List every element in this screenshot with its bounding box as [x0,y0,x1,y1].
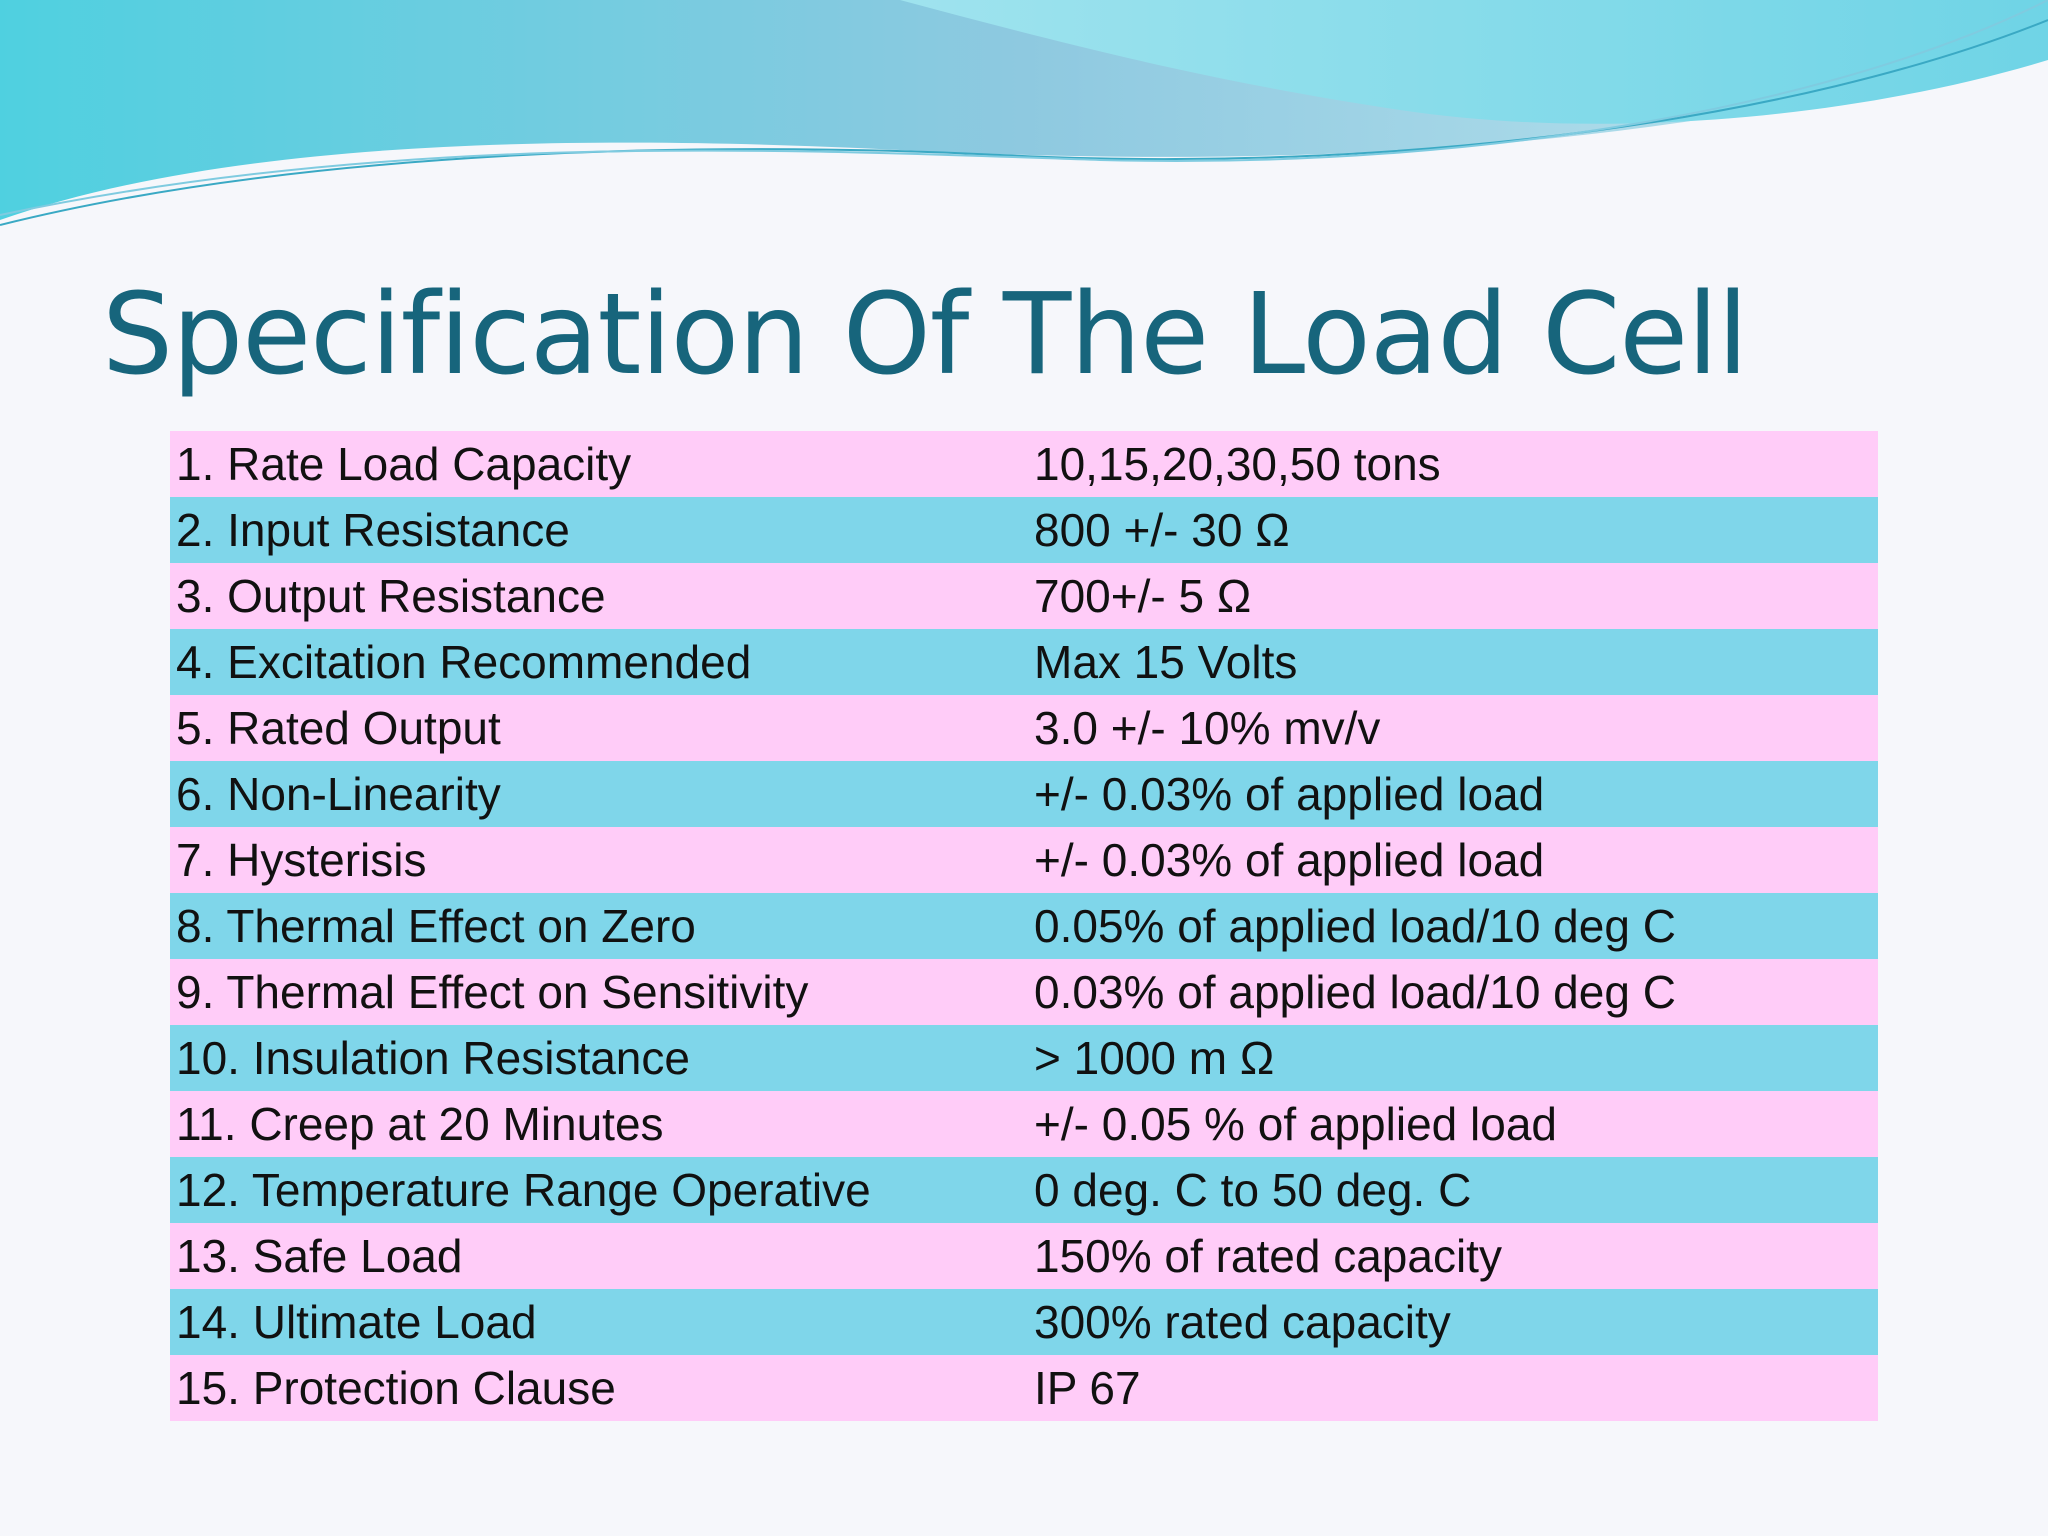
spec-name: 5. Rated Output [176,702,501,754]
spec-row: 2. Input Resistance 800 +/- 30 Ω [170,497,1878,563]
spec-row: 15. Protection Clause IP 67 [170,1355,1878,1421]
spec-name: 10. Insulation Resistance [176,1032,690,1084]
spec-value: +/- 0.05 % of applied load [1034,1098,1557,1150]
spec-row: 8. Thermal Effect on Zero 0.05% of applie… [170,893,1878,959]
spec-row: 7. Hysterisis +/- 0.03% of applied load [170,827,1878,893]
spec-name: 7. Hysterisis [176,834,427,886]
spec-name: 2. Input Resistance [176,504,570,556]
spec-value: +/- 0.03% of applied load [1034,834,1545,886]
spec-value: 0.05% of applied load/10 deg C [1034,900,1676,952]
spec-value: IP 67 [1034,1362,1141,1414]
spec-row: 10. Insulation Resistance > 1000 m Ω [170,1025,1878,1091]
wave-line [0,19,2048,226]
spec-name: 14. Ultimate Load [176,1296,537,1348]
spec-value: 10,15,20,30,50 tons [1034,438,1441,490]
spec-value: 800 +/- 30 Ω [1034,504,1290,556]
spec-value: 300% rated capacity [1034,1296,1451,1348]
spec-row: 4. Excitation Recommended Max 15 Volts [170,629,1878,695]
spec-row: 1. Rate Load Capacity 10,15,20,30,50 tons [170,431,1878,497]
spec-value: > 1000 m Ω [1034,1032,1275,1084]
spec-value: 0.03% of applied load/10 deg C [1034,966,1676,1018]
spec-name: 8. Thermal Effect on Zero [176,900,696,952]
spec-value: 0 deg. C to 50 deg. C [1034,1164,1472,1216]
spec-name: 3. Output Resistance [176,570,606,622]
wave-line [0,0,2048,216]
spec-name: 6. Non-Linearity [176,768,501,820]
spec-row: 5. Rated Output 3.0 +/- 10% mv/v [170,695,1878,761]
spec-name: 13. Safe Load [176,1230,463,1282]
spec-row: 12. Temperature Range Operative 0 deg. C … [170,1157,1878,1223]
spec-name: 9. Thermal Effect on Sensitivity [176,966,809,1018]
spec-value: +/- 0.03% of applied load [1034,768,1545,820]
spec-table: 1. Rate Load Capacity 10,15,20,30,50 tons… [170,431,1878,1421]
spec-row: 6. Non-Linearity +/- 0.03% of applied loa… [170,761,1878,827]
spec-value: Max 15 Volts [1034,636,1298,688]
spec-name: 15. Protection Clause [176,1362,616,1414]
slide-title: Specification Of The Load Cell [102,270,1748,400]
spec-value: 150% of rated capacity [1034,1230,1502,1282]
spec-row: 9. Thermal Effect on Sensitivity 0.03% of… [170,959,1878,1025]
spec-name: 1. Rate Load Capacity [176,438,632,490]
spec-row: 14. Ultimate Load 300% rated capacity [170,1289,1878,1355]
wave [900,0,2048,124]
spec-row: 13. Safe Load 150% of rated capacity [170,1223,1878,1289]
spec-name: 12. Temperature Range Operative [176,1164,871,1216]
spec-value: 700+/- 5 Ω [1034,570,1252,622]
header-waves [0,0,2048,226]
spec-row: 11. Creep at 20 Minutes +/- 0.05 % of app… [170,1091,1878,1157]
spec-name: 4. Excitation Recommended [176,636,752,688]
spec-name: 11. Creep at 20 Minutes [176,1098,664,1150]
spec-row: 3. Output Resistance 700+/- 5 Ω [170,563,1878,629]
spec-value: 3.0 +/- 10% mv/v [1034,702,1381,754]
